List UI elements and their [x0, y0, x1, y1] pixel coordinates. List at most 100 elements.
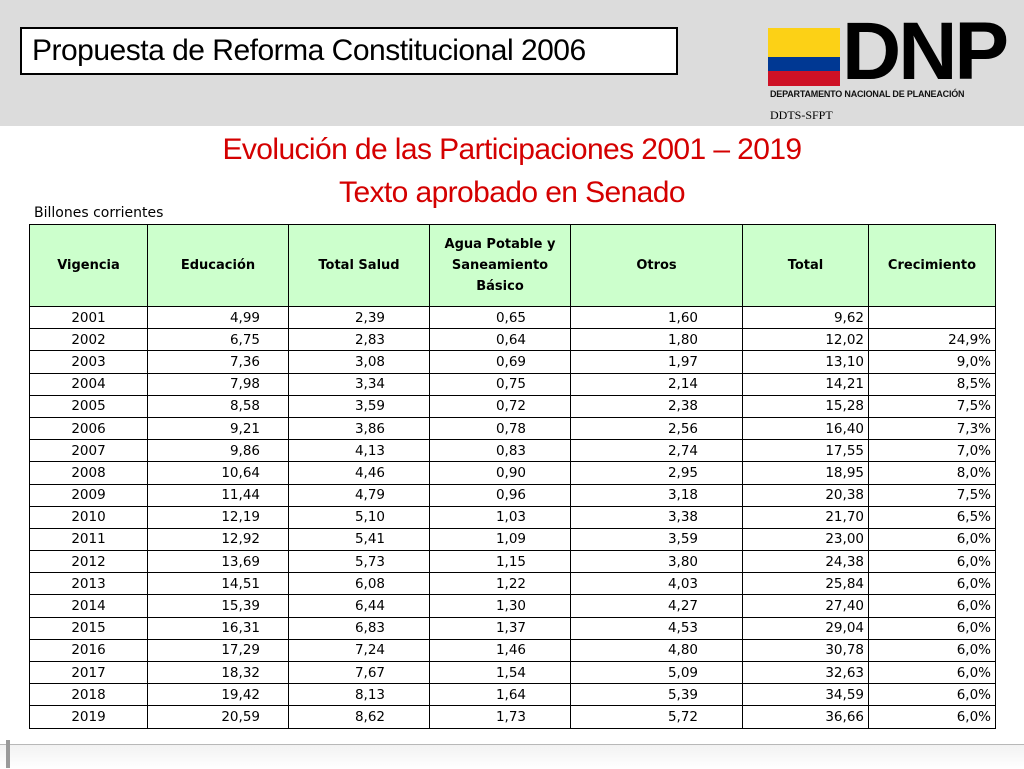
table-cell: 0,83: [429, 439, 571, 463]
table-cell: 1,46: [429, 638, 571, 663]
table-cell: 6,0%: [868, 660, 996, 685]
table-cell: 3,59: [570, 527, 743, 552]
table-cell: 3,34: [288, 372, 430, 396]
table-cell: 2,38: [570, 394, 743, 418]
column-header: Otros: [570, 224, 743, 307]
table-cell: 1,97: [570, 350, 743, 374]
table-cell: 10,64: [147, 461, 289, 485]
table-cell: 2010: [29, 505, 148, 529]
table-cell: 24,9%: [868, 328, 996, 352]
table-cell: 2018: [29, 683, 148, 707]
table-cell: 6,08: [288, 572, 430, 596]
table-row: 2012 13,69 5,73 1,15 3,80 24,38 6,0%: [29, 550, 996, 574]
table-cell: 3,59: [288, 394, 430, 418]
table-cell: 3,18: [570, 483, 743, 507]
table-cell: 0,75: [429, 372, 571, 396]
colombia-flag-icon: [768, 28, 840, 86]
table-cell: 1,60: [570, 305, 743, 330]
table-cell: 9,86: [147, 439, 289, 463]
logo-subtitle: DEPARTAMENTO NACIONAL DE PLANEACIÓN: [770, 89, 965, 99]
table-cell: 5,72: [570, 705, 743, 729]
table-cell: 1,73: [429, 705, 571, 729]
table-cell: 7,5%: [868, 394, 996, 418]
table-cell: 2012: [29, 550, 148, 574]
table-cell: 0,78: [429, 416, 571, 441]
table-row: 2002 6,75 2,83 0,64 1,80 12,02 24,9%: [29, 328, 996, 352]
table-cell: 5,39: [570, 683, 743, 707]
table-cell: 6,44: [288, 594, 430, 618]
table-cell: 7,67: [288, 660, 430, 685]
table-cell: 6,0%: [868, 638, 996, 663]
table-cell: 3,08: [288, 350, 430, 374]
table-row: 2006 9,21 3,86 0,78 2,56 16,40 7,3%: [29, 416, 996, 441]
table-cell: 12,02: [742, 328, 869, 352]
table-row: 2008 10,64 4,46 0,90 2,95 18,95 8,0%: [29, 461, 996, 485]
table-cell: 9,0%: [868, 350, 996, 374]
table-cell: 11,44: [147, 483, 289, 507]
table-cell: 3,80: [570, 550, 743, 574]
table-cell: 7,0%: [868, 439, 996, 463]
table-cell: 16,40: [742, 416, 869, 441]
table-cell: 7,24: [288, 638, 430, 663]
logo-wordmark: DNP: [842, 6, 1009, 97]
table-cell: 2014: [29, 594, 148, 618]
table-row: 2017 18,32 7,67 1,54 5,09 32,63 6,0%: [29, 660, 996, 685]
table-cell: 7,98: [147, 372, 289, 396]
table-cell: 5,41: [288, 527, 430, 552]
table-cell: 2,39: [288, 305, 430, 330]
table-cell: 2006: [29, 416, 148, 441]
table-cell: 4,46: [288, 461, 430, 485]
units-label: Billones corrientes: [34, 205, 164, 221]
table-cell: 2005: [29, 394, 148, 418]
table-cell: 5,09: [570, 660, 743, 685]
table-row: 2005 8,58 3,59 0,72 2,38 15,28 7,5%: [29, 394, 996, 418]
table-cell: 4,27: [570, 594, 743, 618]
table-cell: 7,3%: [868, 416, 996, 441]
table-row: 2014 15,39 6,44 1,30 4,27 27,40 6,0%: [29, 594, 996, 618]
table-cell: 8,13: [288, 683, 430, 707]
table-cell: 2009: [29, 483, 148, 507]
table-cell: 1,54: [429, 660, 571, 685]
table-cell: 14,21: [742, 372, 869, 396]
table-cell: 20,38: [742, 483, 869, 507]
table-cell: 9,62: [742, 305, 869, 330]
table-cell: 1,09: [429, 527, 571, 552]
table-cell: 0,72: [429, 394, 571, 418]
table-cell: 5,73: [288, 550, 430, 574]
table-cell: 32,63: [742, 660, 869, 685]
table-cell: [868, 305, 996, 330]
table-row: 2016 17,29 7,24 1,46 4,80 30,78 6,0%: [29, 638, 996, 663]
table-cell: 4,03: [570, 572, 743, 596]
table-row: 2003 7,36 3,08 0,69 1,97 13,10 9,0%: [29, 350, 996, 374]
table-cell: 15,28: [742, 394, 869, 418]
table-cell: 0,64: [429, 328, 571, 352]
table-cell: 8,5%: [868, 372, 996, 396]
table-row: 2010 12,19 5,10 1,03 3,38 21,70 6,5%: [29, 505, 996, 529]
table-cell: 6,0%: [868, 550, 996, 574]
table-cell: 2,14: [570, 372, 743, 396]
table-cell: 2016: [29, 638, 148, 663]
table-cell: 19,42: [147, 683, 289, 707]
table-row: 2004 7,98 3,34 0,75 2,14 14,21 8,5%: [29, 372, 996, 396]
heading-line-2: Texto aprobado en Senado: [339, 176, 686, 209]
column-header: Total Salud: [288, 224, 430, 307]
table-row: 2018 19,42 8,13 1,64 5,39 34,59 6,0%: [29, 683, 996, 707]
table-cell: 6,0%: [868, 705, 996, 729]
participaciones-table: Vigencia Educación Total Salud Agua Pota…: [29, 224, 996, 729]
table-cell: 24,38: [742, 550, 869, 574]
table-cell: 1,64: [429, 683, 571, 707]
slide-footer: [0, 744, 1024, 769]
dnp-logo: DNP DEPARTAMENTO NACIONAL DE PLANEACIÓN …: [768, 11, 1016, 126]
column-header: Agua Potable y Saneamiento Básico: [429, 224, 571, 307]
column-header: Vigencia: [29, 224, 148, 307]
table-cell: 2,95: [570, 461, 743, 485]
table-cell: 18,95: [742, 461, 869, 485]
table-cell: 17,29: [147, 638, 289, 663]
table-row: 2007 9,86 4,13 0,83 2,74 17,55 7,0%: [29, 439, 996, 463]
table-cell: 6,0%: [868, 572, 996, 596]
table-cell: 2001: [29, 305, 148, 330]
table-cell: 2015: [29, 616, 148, 640]
page-title: Propuesta de Reforma Constitucional 2006: [20, 27, 678, 75]
table-cell: 4,80: [570, 638, 743, 663]
table-cell: 1,30: [429, 594, 571, 618]
